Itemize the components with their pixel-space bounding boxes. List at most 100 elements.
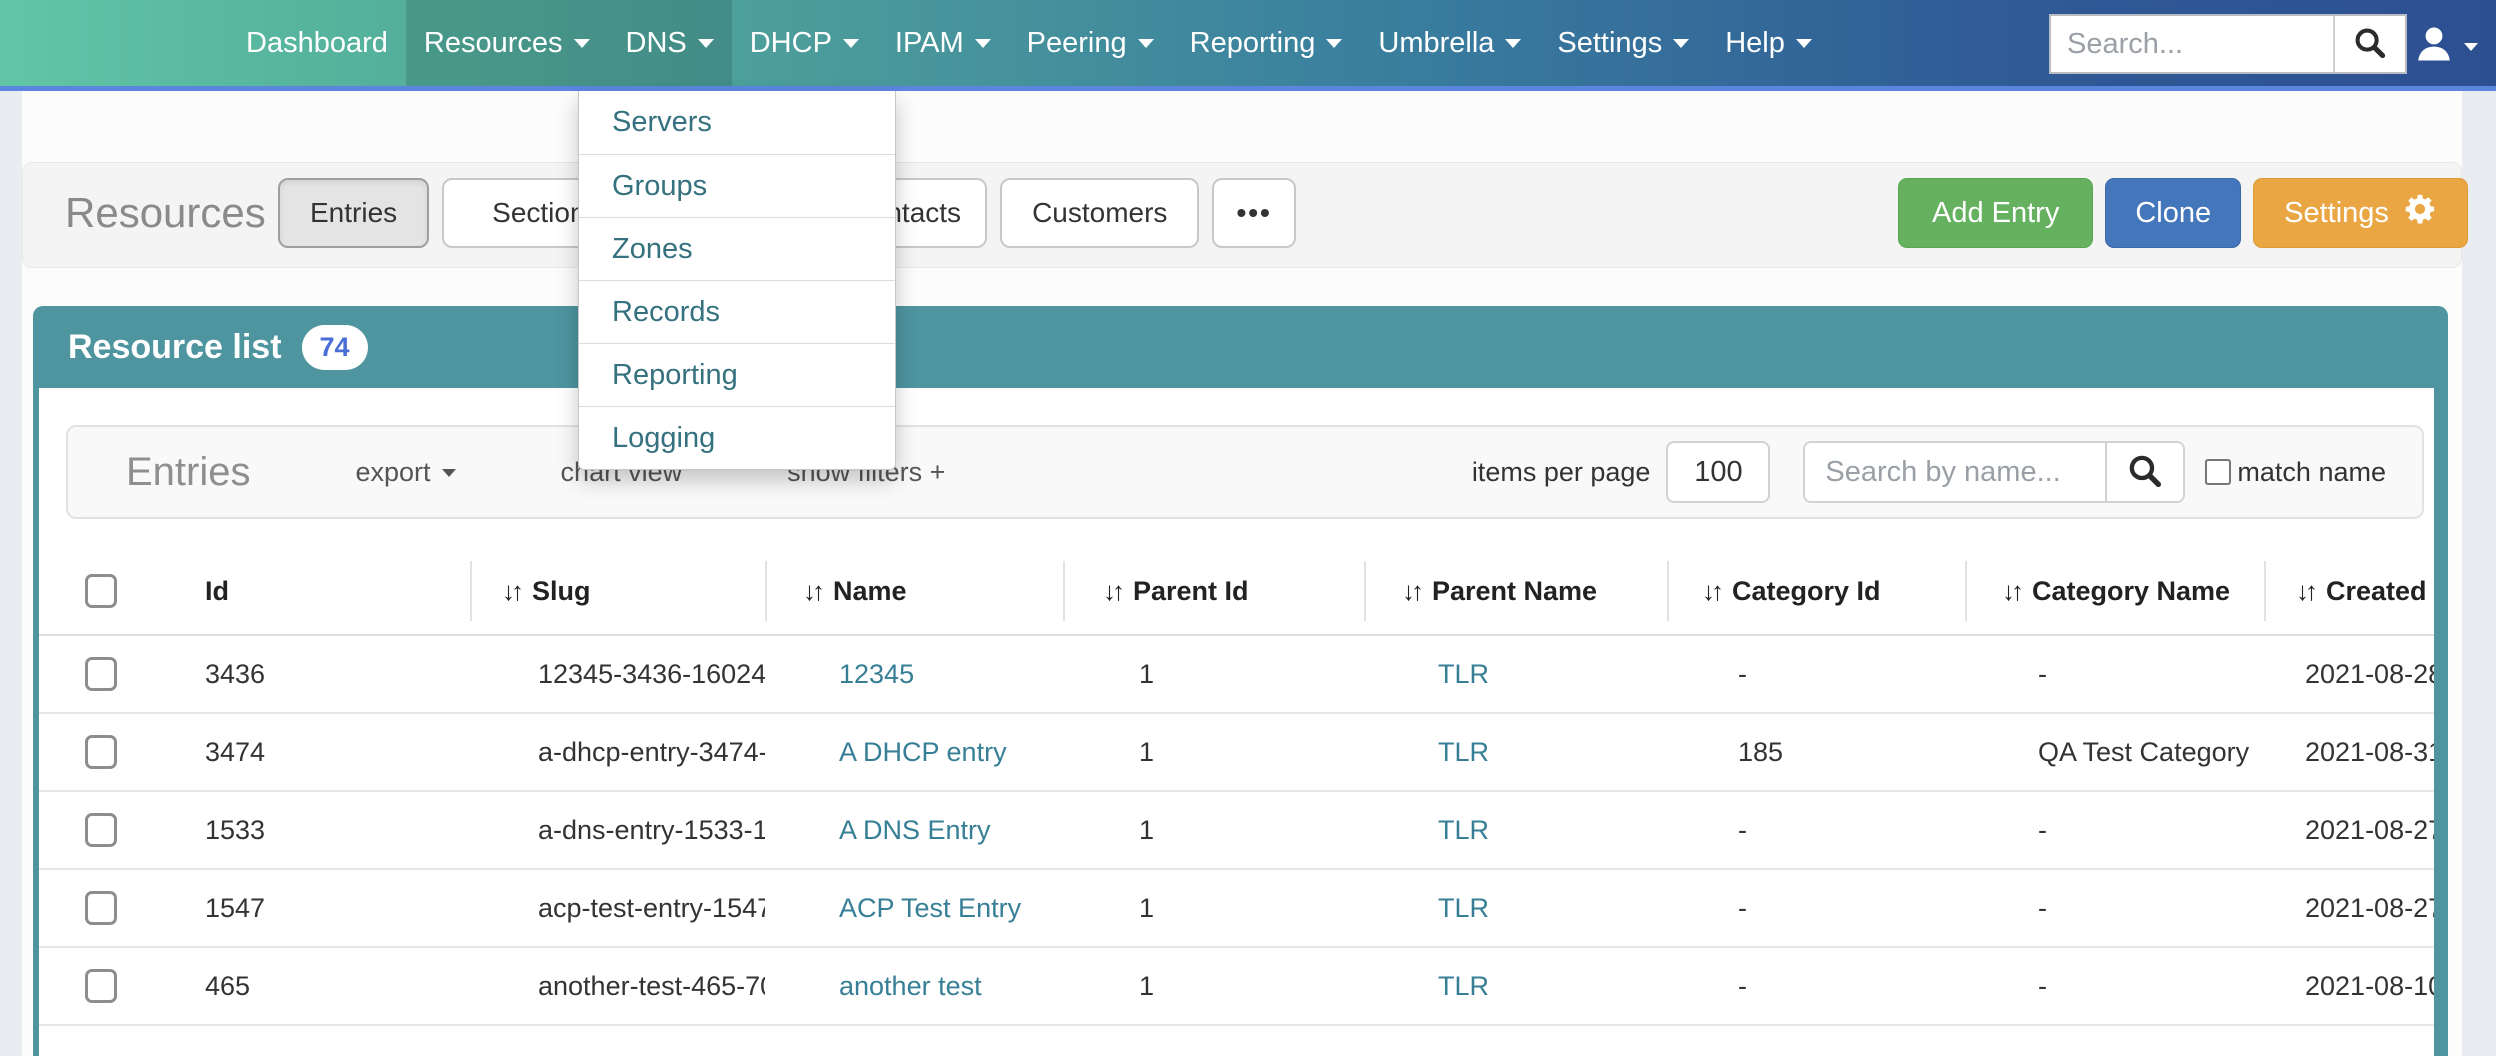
- cell-created: 2021-08-31 18: [2305, 736, 2434, 767]
- column-header-label: Category Id: [1732, 575, 1881, 606]
- clone-button[interactable]: Clone: [2105, 178, 2242, 248]
- dns-menu-item-zones[interactable]: Zones: [579, 217, 895, 280]
- global-search: [2049, 14, 2407, 74]
- column-header-name: ↓↑ Name: [765, 561, 1063, 621]
- toolbar-link-label: export: [355, 456, 431, 487]
- user-menu[interactable]: [2412, 22, 2478, 71]
- sort-icon[interactable]: ↓↑: [2002, 575, 2024, 606]
- sort-icon[interactable]: ↓↑: [1702, 575, 1724, 606]
- global-search-button[interactable]: [2333, 16, 2405, 72]
- table-row: 465 another-test-465-70893 another test 1 TL…: [39, 948, 2434, 1026]
- cell-created: 2021-08-27 01: [2305, 892, 2434, 923]
- tab-customers[interactable]: Customers: [1000, 178, 1200, 248]
- sort-icon[interactable]: ↓↑: [1103, 575, 1125, 606]
- parent-name-link[interactable]: TLR: [1438, 736, 1490, 767]
- chevron-down-icon: [842, 38, 859, 48]
- dns-menu-item-logging[interactable]: Logging: [579, 406, 895, 469]
- cell-id: 465: [205, 970, 251, 1001]
- nav-item-label: Resources: [423, 26, 563, 59]
- table-row: 3436 12345-3436-160241 12345 1 TLR - - 2021-08-…: [39, 636, 2434, 714]
- dns-menu-item-reporting[interactable]: Reporting: [579, 343, 895, 406]
- column-header-id: Id: [205, 576, 470, 607]
- nav-item-label: Reporting: [1189, 26, 1316, 59]
- nav-item-dashboard[interactable]: Dashboard: [228, 0, 406, 86]
- sort-icon[interactable]: ↓↑: [803, 575, 825, 606]
- cell-parent-id: 1: [1139, 658, 1155, 689]
- parent-name-link[interactable]: TLR: [1438, 658, 1490, 689]
- nav-item-ipam[interactable]: IPAM: [877, 0, 1009, 86]
- column-header-created: ↓↑ Created: [2264, 561, 2434, 621]
- cell-category-name: -: [2038, 970, 2047, 1001]
- sort-icon[interactable]: ↓↑: [502, 575, 524, 606]
- nav-item-dns[interactable]: DNS: [607, 0, 732, 86]
- name-search-button[interactable]: [2105, 443, 2184, 501]
- cell-name: ACP Test Entry: [765, 893, 1063, 924]
- entry-name-link[interactable]: A DHCP entry: [839, 736, 1007, 767]
- row-select-cell: [39, 969, 205, 1003]
- cell-parent-id: 1: [1139, 736, 1155, 767]
- dns-menu-item-servers[interactable]: Servers: [612, 106, 712, 138]
- match-name-checkbox[interactable]: [2205, 459, 2232, 485]
- parent-name-link[interactable]: TLR: [1438, 970, 1490, 1001]
- nav-item-settings[interactable]: Settings: [1539, 0, 1707, 86]
- toolbar-link-export[interactable]: export: [356, 457, 456, 488]
- settings-button[interactable]: Settings: [2253, 178, 2468, 248]
- dns-menu-item-records[interactable]: Records: [579, 280, 895, 343]
- chevron-down-icon: [441, 469, 456, 478]
- entry-name-link[interactable]: ACP Test Entry: [839, 892, 1022, 923]
- dns-menu-item-groups[interactable]: Groups: [579, 154, 895, 217]
- cell-category-name: QA Test Category: [2038, 736, 2250, 767]
- count-badge: 74: [301, 324, 368, 370]
- parent-name-link[interactable]: TLR: [1438, 814, 1490, 845]
- sort-icon[interactable]: ↓↑: [1402, 575, 1424, 606]
- nav-item-reporting[interactable]: Reporting: [1172, 0, 1361, 86]
- row-checkbox[interactable]: [85, 735, 117, 769]
- cell-category-id: -: [1738, 658, 1747, 689]
- chevron-down-icon: [1795, 38, 1812, 48]
- items-per-page-input[interactable]: [1666, 441, 1771, 503]
- nav-item-umbrella[interactable]: Umbrella: [1360, 0, 1539, 86]
- action-button-label: Add Entry: [1932, 196, 2060, 229]
- entry-name-link[interactable]: another test: [839, 970, 982, 1001]
- cell-id: 1533: [205, 814, 266, 845]
- table-body: 3436 12345-3436-160241 12345 1 TLR - - 2021-08-…: [39, 636, 2434, 1026]
- tab-entries[interactable]: Entries: [278, 178, 430, 248]
- select-all-checkbox[interactable]: [85, 574, 117, 608]
- nav-item-dhcp[interactable]: DHCP: [732, 0, 877, 86]
- row-checkbox[interactable]: [85, 657, 117, 691]
- add-entry-button[interactable]: Add Entry: [1898, 178, 2094, 248]
- name-search: [1803, 441, 2186, 503]
- entry-name-link[interactable]: A DNS Entry: [839, 814, 991, 845]
- sort-icon[interactable]: ↓↑: [2296, 575, 2318, 606]
- cell-name: A DHCP entry: [765, 737, 1063, 768]
- column-header-label: Parent Id: [1133, 575, 1249, 606]
- parent-name-link[interactable]: TLR: [1438, 892, 1490, 923]
- nav-item-label: DNS: [625, 26, 687, 59]
- column-header-label: Slug: [532, 575, 591, 606]
- cell-parent-name: TLR: [1364, 815, 1667, 846]
- row-checkbox[interactable]: [85, 891, 117, 925]
- nav-item-help[interactable]: Help: [1707, 0, 1830, 86]
- cell-created: 2021-08-27 01: [2305, 814, 2434, 845]
- dns-dropdown-menu: Servers Groups Zones Records Reporting Loggin…: [578, 91, 896, 470]
- column-header-label: Id: [205, 575, 229, 606]
- column-header-parent-id: ↓↑ Parent Id: [1063, 561, 1364, 621]
- name-search-input[interactable]: [1805, 443, 2106, 501]
- entry-name-link[interactable]: 12345: [839, 658, 915, 689]
- cell-category-name: -: [2038, 814, 2047, 845]
- row-checkbox[interactable]: [85, 969, 117, 1003]
- nav-item-resources[interactable]: Resources: [405, 0, 608, 86]
- nav-item-peering[interactable]: Peering: [1009, 0, 1172, 86]
- items-per-page-label: items per page: [1471, 456, 1651, 487]
- nav-item-label: DHCP: [749, 26, 832, 59]
- chevron-down-icon: [1505, 38, 1522, 48]
- chevron-down-icon: [2464, 42, 2478, 51]
- global-search-input[interactable]: [2051, 16, 2333, 72]
- row-checkbox[interactable]: [85, 813, 117, 847]
- chevron-down-icon: [974, 38, 991, 48]
- table-row: 1533 a-dns-entry-1533-152... A DNS Entry 1 T…: [39, 792, 2434, 870]
- action-button-label: Settings: [2284, 196, 2389, 229]
- cell-parent-name: TLR: [1364, 893, 1667, 924]
- chevron-down-icon: [1137, 38, 1154, 48]
- tab-more-button[interactable]: •••: [1212, 178, 1296, 248]
